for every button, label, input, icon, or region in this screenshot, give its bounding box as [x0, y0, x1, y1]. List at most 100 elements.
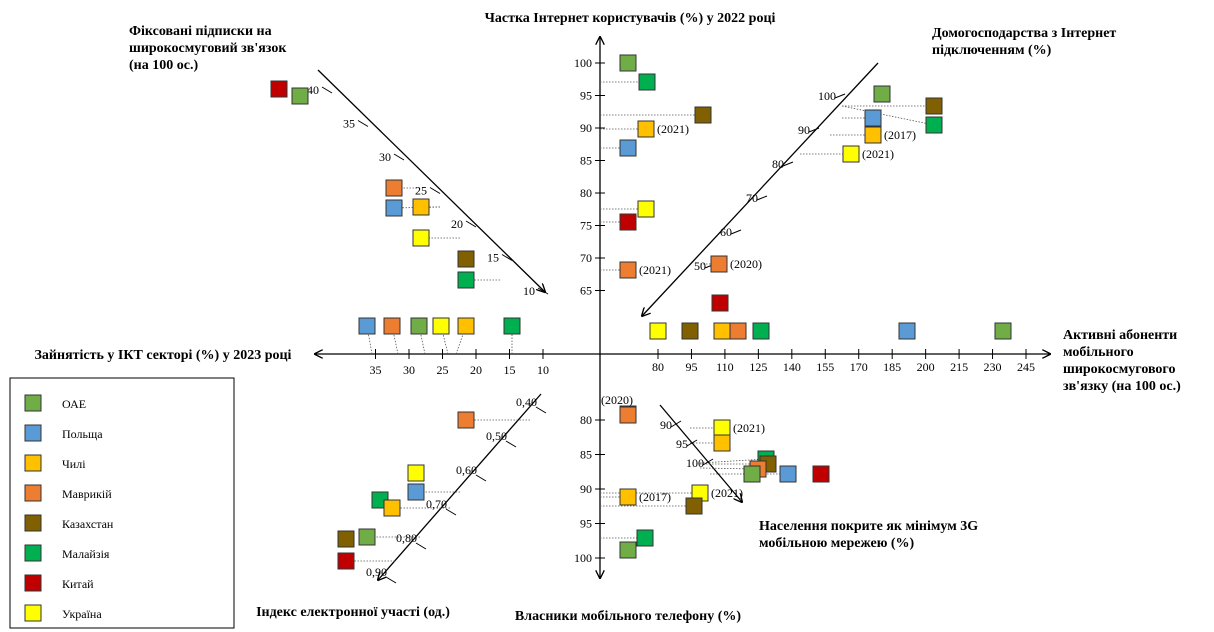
tick-label: 90: [660, 418, 672, 432]
tick-label: 0,60: [456, 463, 477, 477]
axes: [315, 37, 1050, 580]
tick-label: 30: [403, 363, 415, 377]
axis-titles: Частка Інтернет користувачів (%) у 2022 …: [35, 11, 1182, 624]
tick-label: 215: [950, 360, 968, 374]
tick-label: 85: [580, 154, 592, 168]
data-point-mobile_broadband: [729, 322, 747, 340]
tick-label: 60: [720, 225, 732, 239]
axis-title-line: мобільного: [1063, 345, 1134, 360]
tick-label: 95: [580, 89, 592, 103]
axis-title: Індекс електронної участі (од.): [256, 605, 450, 620]
point-note: (2021): [657, 122, 689, 136]
tick-label: 140: [783, 360, 801, 374]
axis-title-line: Населення покрите як мінімум 3G: [759, 519, 978, 534]
tick-label: 230: [984, 360, 1002, 374]
tick-label: 110: [716, 360, 734, 374]
tick-label: 80: [772, 157, 784, 171]
axis-title: Домогосподарства з Інтернет підключенням …: [932, 26, 1116, 58]
tick-label: 20: [470, 363, 482, 377]
axis-title-line: Активні абоненти: [1063, 328, 1177, 343]
tick-mark: [670, 420, 682, 428]
data-point-fixed_broadband: [412, 198, 430, 216]
axis-title: Фіксовані підписки на широкосмуговий зв'я…: [129, 24, 287, 73]
data-points: (2021) (2021) (2017) (2021) (2020) (2020) (202…: [270, 54, 1012, 570]
tick-label: 25: [415, 184, 427, 198]
tick-mark: [686, 439, 698, 447]
data-point-e_participation: [407, 464, 425, 482]
data-point-e_participation: [337, 530, 355, 548]
point-note: (2020): [601, 393, 633, 407]
point-note: (2021): [711, 486, 743, 500]
data-point-mobile_broadband: [713, 322, 731, 340]
axis-title-line: широкосмуговий зв'язок: [129, 41, 287, 56]
legend-label: Казахстан: [62, 517, 114, 531]
axis-line: [317, 69, 545, 292]
data-point-households_internet: [925, 97, 943, 115]
axis-title: Зайнятість у ІКТ секторі (%) у 2023 році: [35, 348, 292, 363]
point-note: (2020): [730, 257, 762, 271]
tick-mark: [505, 440, 517, 448]
legend-label: Чилі: [62, 457, 86, 471]
data-point-ict_employment: [503, 317, 521, 335]
point-note: (2017): [884, 128, 916, 142]
tick-label: 20: [451, 217, 463, 231]
point-note: (2021): [862, 147, 894, 161]
data-point-mobile_broadband: [994, 322, 1012, 340]
data-point-internet_users: [638, 73, 656, 91]
tick-label: 80: [580, 413, 592, 427]
axis-title: Частка Інтернет користувачів (%) у 2022 …: [485, 11, 776, 26]
tick-label: 100: [574, 56, 592, 70]
tick-mark: [385, 576, 397, 584]
tick-label: 200: [917, 360, 935, 374]
axis-title-line: Фіксовані підписки на: [129, 24, 272, 39]
legend-label: Малайзія: [62, 547, 110, 561]
data-point-coverage_3g: [812, 465, 830, 483]
data-point-households_internet: [925, 116, 943, 134]
tick-label: 90: [798, 123, 810, 137]
axis-line: [642, 62, 879, 316]
tick-label: 70: [746, 191, 758, 205]
tick-label: 185: [883, 360, 901, 374]
tick-label: 0,40: [516, 395, 537, 409]
axis-title-line: Частка Інтернет користувачів (%) у 2022 …: [485, 11, 776, 26]
axis-title-line: широкосмугового: [1063, 362, 1175, 377]
tick-label: 0,70: [426, 497, 447, 511]
legend-swatch: [24, 454, 42, 472]
tick-mark: [445, 508, 457, 516]
data-point-fixed_broadband: [412, 229, 430, 247]
data-point-internet_users: [637, 120, 655, 138]
legend-label: Китай: [62, 577, 94, 591]
data-point-e_participation: [358, 528, 376, 546]
axis-line: [659, 404, 742, 502]
data-point-fixed_broadband: [457, 271, 475, 289]
legend-swatch: [24, 574, 42, 592]
tick-label: 100: [574, 551, 592, 565]
legend-box: [9, 377, 235, 629]
tick-label: 35: [370, 363, 382, 377]
data-point-e_participation: [457, 411, 475, 429]
data-point-e_participation: [407, 483, 425, 501]
data-point-mobile_broadband: [711, 294, 729, 312]
tick-mark: [537, 287, 549, 295]
data-point-households_internet: [873, 85, 891, 103]
axis-title: Активні абоненти мобільного широкосмуговог…: [1063, 328, 1181, 394]
data-point-coverage_3g: [713, 434, 731, 452]
data-point-mobile_broadband: [681, 322, 699, 340]
data-point-mobile_owners: [619, 541, 637, 559]
tick-label: 50: [694, 259, 706, 273]
tick-label: 0,50: [486, 429, 507, 443]
tick-mark: [808, 127, 820, 133]
tick-label: 90: [580, 482, 592, 496]
tick-label: 80: [652, 360, 664, 374]
tick-mark: [393, 153, 405, 161]
axis-title-line: (на 100 ос.): [129, 58, 198, 73]
data-point-ict_employment: [410, 317, 428, 335]
tick-mark: [834, 93, 846, 99]
data-point-internet_users: [619, 54, 637, 72]
tick-mark: [465, 220, 477, 228]
data-point-households_internet: [864, 109, 882, 127]
data-point-ict_employment: [358, 317, 376, 335]
tick-mark: [415, 542, 427, 550]
axis-title-line: Домогосподарства з Інтернет: [932, 26, 1116, 41]
data-point-coverage_3g: [779, 465, 797, 483]
